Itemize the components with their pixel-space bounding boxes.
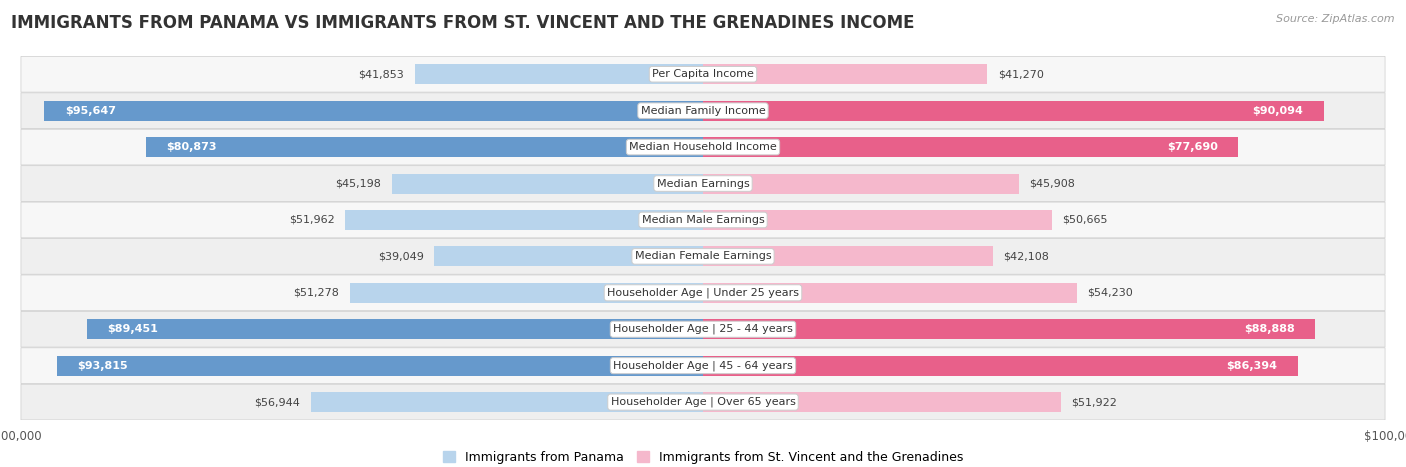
Text: IMMIGRANTS FROM PANAMA VS IMMIGRANTS FROM ST. VINCENT AND THE GRENADINES INCOME: IMMIGRANTS FROM PANAMA VS IMMIGRANTS FRO… — [11, 14, 915, 32]
Bar — [703, 319, 1316, 339]
Text: Source: ZipAtlas.com: Source: ZipAtlas.com — [1277, 14, 1395, 24]
Text: $51,922: $51,922 — [1071, 397, 1116, 407]
Text: Householder Age | 25 - 44 years: Householder Age | 25 - 44 years — [613, 324, 793, 334]
Text: $54,230: $54,230 — [1087, 288, 1133, 298]
Text: Per Capita Income: Per Capita Income — [652, 69, 754, 79]
Text: $41,853: $41,853 — [359, 69, 405, 79]
Text: Householder Age | 45 - 64 years: Householder Age | 45 - 64 years — [613, 361, 793, 371]
Bar — [44, 101, 703, 120]
Bar — [392, 174, 703, 193]
Text: $77,690: $77,690 — [1167, 142, 1218, 152]
Legend: Immigrants from Panama, Immigrants from St. Vincent and the Grenadines: Immigrants from Panama, Immigrants from … — [437, 446, 969, 467]
Bar — [703, 356, 1298, 375]
FancyBboxPatch shape — [21, 166, 1385, 201]
Text: $50,665: $50,665 — [1063, 215, 1108, 225]
FancyBboxPatch shape — [21, 348, 1385, 383]
Bar — [703, 137, 1239, 157]
FancyBboxPatch shape — [21, 129, 1385, 165]
Bar — [146, 137, 703, 157]
Text: Median Male Earnings: Median Male Earnings — [641, 215, 765, 225]
Bar — [703, 247, 993, 266]
Text: $80,873: $80,873 — [166, 142, 217, 152]
Text: Median Family Income: Median Family Income — [641, 106, 765, 116]
Bar — [311, 392, 703, 412]
Text: Median Earnings: Median Earnings — [657, 178, 749, 189]
Bar — [703, 174, 1019, 193]
Text: $88,888: $88,888 — [1244, 324, 1295, 334]
Text: $45,198: $45,198 — [336, 178, 381, 189]
Bar — [415, 64, 703, 84]
FancyBboxPatch shape — [21, 311, 1385, 347]
FancyBboxPatch shape — [21, 275, 1385, 311]
Bar — [87, 319, 703, 339]
Bar — [350, 283, 703, 303]
Text: $45,908: $45,908 — [1029, 178, 1076, 189]
Text: $41,270: $41,270 — [998, 69, 1043, 79]
Bar — [344, 210, 703, 230]
Text: $86,394: $86,394 — [1226, 361, 1278, 371]
Text: $90,094: $90,094 — [1253, 106, 1303, 116]
Text: $51,962: $51,962 — [288, 215, 335, 225]
Text: $95,647: $95,647 — [65, 106, 115, 116]
FancyBboxPatch shape — [21, 239, 1385, 274]
Bar — [56, 356, 703, 375]
FancyBboxPatch shape — [21, 202, 1385, 238]
FancyBboxPatch shape — [21, 384, 1385, 420]
Text: $89,451: $89,451 — [107, 324, 159, 334]
Bar — [703, 210, 1052, 230]
Text: $56,944: $56,944 — [254, 397, 301, 407]
Text: Median Household Income: Median Household Income — [628, 142, 778, 152]
Bar — [703, 283, 1077, 303]
Bar — [703, 392, 1060, 412]
Text: $51,278: $51,278 — [294, 288, 339, 298]
Text: Householder Age | Under 25 years: Householder Age | Under 25 years — [607, 288, 799, 298]
Bar — [703, 101, 1323, 120]
Text: $39,049: $39,049 — [378, 251, 423, 262]
Text: Householder Age | Over 65 years: Householder Age | Over 65 years — [610, 397, 796, 407]
Text: Median Female Earnings: Median Female Earnings — [634, 251, 772, 262]
Bar — [703, 64, 987, 84]
FancyBboxPatch shape — [21, 93, 1385, 128]
Text: $42,108: $42,108 — [1004, 251, 1049, 262]
Text: $93,815: $93,815 — [77, 361, 128, 371]
Bar — [434, 247, 703, 266]
FancyBboxPatch shape — [21, 57, 1385, 92]
